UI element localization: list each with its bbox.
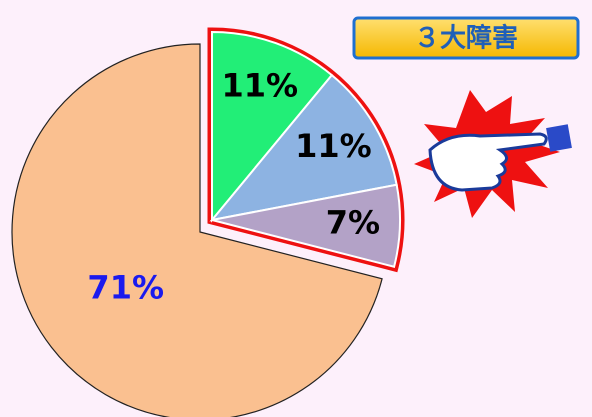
pie-slice — [211, 183, 401, 268]
data-label: 11% — [295, 127, 372, 165]
data-label: 71% — [87, 269, 164, 307]
annotation-box — [352, 16, 580, 60]
pointing-hand-icon — [414, 90, 572, 218]
pie-slice — [209, 73, 398, 222]
data-label: 11% — [221, 66, 298, 104]
data-label: 7% — [326, 203, 380, 241]
pie-slice — [11, 43, 383, 417]
annotation: ３大障害 — [414, 23, 518, 54]
pie-slice — [211, 30, 334, 223]
